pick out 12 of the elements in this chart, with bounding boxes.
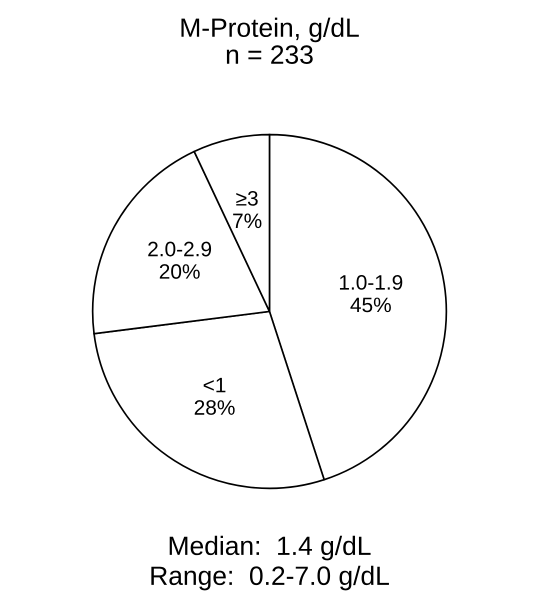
chart-subtitle: n = 233 bbox=[226, 45, 313, 64]
data-label: 28% bbox=[194, 400, 235, 415]
slice-label: 1.0-1.9 bbox=[340, 275, 402, 290]
slice-label: ≥3 bbox=[236, 191, 258, 206]
data-label: 20% bbox=[160, 264, 200, 279]
data-label: 45% bbox=[350, 298, 391, 312]
data-label: 7% bbox=[233, 214, 262, 228]
slice-label: <1 bbox=[204, 378, 226, 392]
text: Range: 0.2-7.0 g/dL bbox=[151, 566, 389, 590]
chart-title: M-Protein, g/dL bbox=[181, 18, 359, 42]
slice-label: 2.0-2.9 bbox=[148, 242, 212, 256]
text: Median: 1.4 g/dL bbox=[170, 536, 371, 560]
